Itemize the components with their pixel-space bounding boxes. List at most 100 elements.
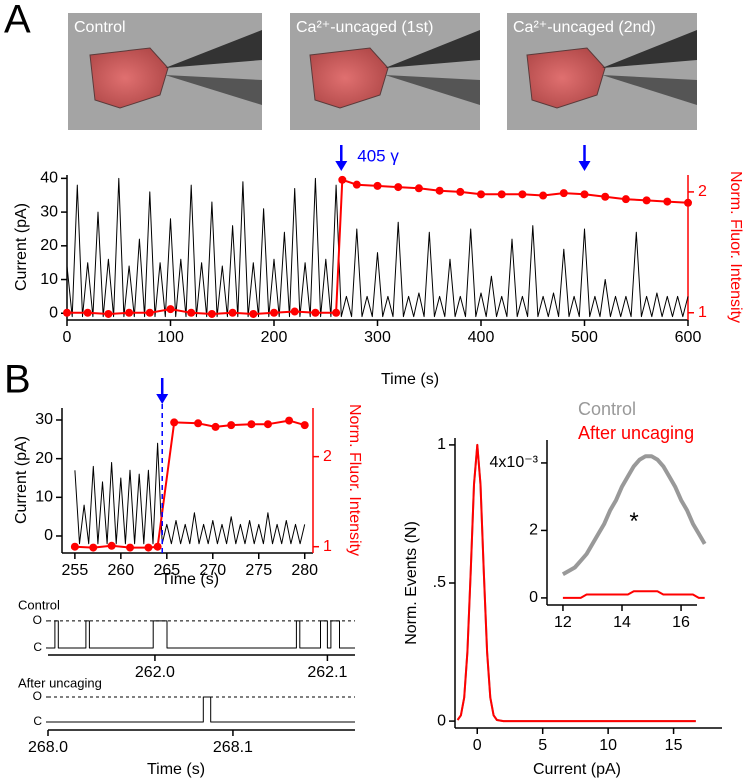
data-point — [456, 187, 465, 196]
series-line — [48, 620, 355, 649]
micrograph: Control — [68, 13, 262, 130]
y2-tick-label: 1 — [323, 538, 332, 555]
legend-label: Control — [578, 399, 636, 419]
x-tick-label: 16 — [672, 614, 690, 631]
y2-tick-label: 1 — [698, 304, 707, 321]
event-arrowhead — [156, 394, 169, 404]
data-point — [559, 189, 568, 198]
x-axis-label: Time (s) — [381, 371, 439, 388]
panel-letter: B — [4, 358, 31, 402]
data-point — [539, 191, 548, 200]
data-point — [663, 197, 672, 206]
y-tick-label: 40 — [40, 170, 58, 187]
series-line — [561, 454, 707, 577]
annotation: * — [629, 508, 638, 535]
data-point — [145, 308, 154, 317]
data-point — [311, 308, 320, 317]
data-point — [580, 190, 589, 199]
y-tick-label: 20 — [40, 237, 58, 254]
data-point — [153, 542, 162, 551]
y-axis-label: Norm. Events (N) — [403, 521, 420, 645]
y-tick-label: O — [33, 613, 42, 627]
data-point — [187, 308, 196, 317]
data-point — [227, 421, 236, 430]
x-tick-label: 200 — [261, 329, 288, 346]
y-tick-label: 0 — [529, 589, 538, 606]
y-tick-label: C — [33, 640, 42, 654]
x-tick-label: 268.0 — [28, 739, 68, 756]
data-point — [300, 421, 309, 430]
data-point — [285, 416, 294, 425]
data-point — [373, 181, 382, 190]
x-tick-label: 10 — [599, 737, 617, 754]
y-tick-label: .5 — [433, 574, 446, 591]
x-tick-label: 400 — [468, 329, 495, 346]
x-tick-label: 0 — [473, 737, 482, 754]
y-axis-label: Current (pA) — [13, 203, 30, 291]
x-tick-label: 275 — [245, 562, 272, 579]
data-point — [89, 543, 98, 552]
data-point — [414, 184, 423, 193]
data-point — [518, 190, 527, 199]
x-tick-label: 270 — [199, 562, 226, 579]
data-point — [394, 183, 403, 192]
series-line — [48, 696, 355, 723]
y-tick-label: 1 — [437, 436, 446, 453]
legend-label: After uncaging — [578, 423, 694, 443]
x-tick-label: 260 — [107, 562, 134, 579]
annotation: 405 γ — [357, 146, 399, 165]
data-point — [125, 308, 134, 317]
event-arrowhead — [578, 161, 591, 171]
data-point — [104, 309, 113, 318]
data-point — [270, 308, 278, 317]
data-point — [338, 175, 347, 184]
y-tick-label: 0 — [49, 304, 58, 321]
y2-axis-label: Norm. Fluor. Intensity — [727, 171, 743, 323]
y-tick-label: C — [33, 714, 42, 728]
series-line — [74, 442, 306, 545]
data-point — [247, 420, 256, 429]
x-tick-label: 265 — [153, 562, 180, 579]
data-point — [621, 195, 630, 204]
x-tick-label: 500 — [571, 329, 598, 346]
x-tick-label: 12 — [554, 614, 572, 631]
data-point — [435, 186, 444, 195]
trace-title: Control — [18, 597, 60, 612]
data-point — [601, 192, 610, 201]
x-tick-label: 268.1 — [213, 739, 253, 756]
x-tick-label: 600 — [675, 329, 702, 346]
x-axis-label: Time (s) — [161, 571, 219, 588]
x-tick-label: 262.1 — [307, 664, 347, 681]
data-point — [207, 309, 216, 318]
series-line — [562, 590, 705, 599]
x-tick-label: 262.0 — [135, 664, 175, 681]
y-tick-label: 10 — [40, 271, 58, 288]
x-axis-label: Current (pA) — [533, 761, 621, 778]
x-tick-label: 0 — [63, 329, 72, 346]
x-tick-label: 100 — [157, 329, 184, 346]
series-line — [66, 177, 689, 318]
data-point — [144, 543, 153, 552]
series-line — [456, 443, 696, 723]
data-point — [249, 309, 258, 318]
y-tick-label: 10 — [35, 489, 53, 506]
series-line — [456, 443, 696, 723]
data-point — [642, 196, 651, 205]
x-tick-label: 14 — [613, 614, 631, 631]
image-label: Control — [74, 19, 126, 36]
data-point — [477, 190, 485, 199]
data-point — [126, 543, 135, 552]
y2-tick-label: 2 — [698, 183, 707, 200]
panel-letter: A — [4, 0, 31, 42]
data-point — [194, 419, 203, 428]
y-tick-label: 30 — [40, 203, 58, 220]
y-tick-label: 30 — [35, 411, 53, 428]
data-point — [497, 190, 506, 199]
data-point — [63, 308, 71, 317]
data-point — [684, 198, 692, 207]
y-tick-label: 0 — [44, 527, 53, 544]
x-tick-label: 5 — [538, 737, 547, 754]
micrograph: Ca²⁺-uncaged (2nd) — [507, 13, 697, 130]
y-tick-label: 4x10⁻³ — [490, 454, 539, 471]
